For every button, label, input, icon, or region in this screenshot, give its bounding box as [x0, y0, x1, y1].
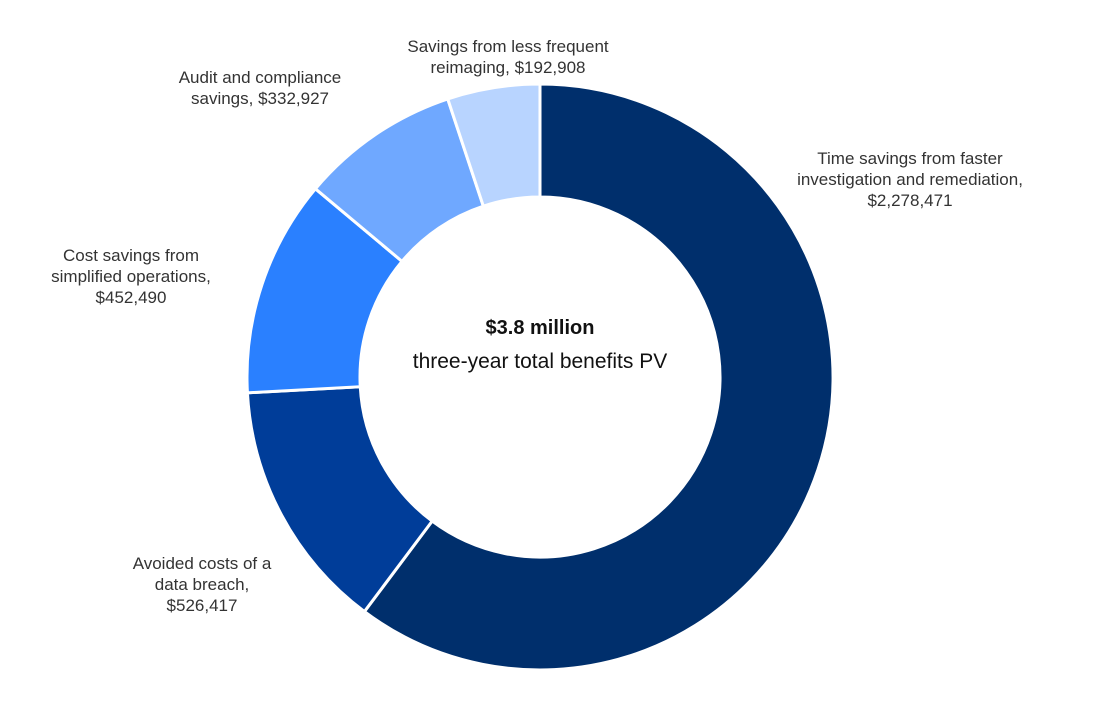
slice-label-data-breach: Avoided costs of a data breach, $526,417	[102, 553, 302, 616]
slice-label-line: Audit and compliance	[178, 68, 342, 87]
donut-slice-time-savings	[362, 82, 835, 672]
center-total-value: $3.8 million	[485, 317, 595, 339]
slice-label-line: investigation and remediation,	[797, 170, 1023, 189]
donut-center-summary: $3.8 million three-year total benefits P…	[390, 314, 690, 378]
slice-label-line: Cost savings from	[62, 246, 200, 265]
slice-label-value: reimaging, $192,908	[430, 58, 586, 77]
slice-label-reimaging: Savings from less frequent reimaging, $1…	[383, 36, 633, 78]
slice-label-line: simplified operations,	[51, 267, 211, 286]
slice-label-time-savings: Time savings from faster investigation a…	[770, 148, 1050, 211]
center-total-caption: three-year total benefits PV	[412, 350, 668, 373]
slice-label-audit-compliance: Audit and compliance savings, $332,927	[150, 67, 370, 109]
slice-label-line: Avoided costs of a	[132, 554, 272, 573]
slice-label-line: Time savings from faster	[817, 149, 1003, 168]
slice-label-simplified-operations: Cost savings from simplified operations,…	[26, 245, 236, 308]
slice-label-value: savings, $332,927	[191, 89, 329, 108]
slice-label-value: $452,490	[95, 288, 167, 307]
slice-label-value: $2,278,471	[867, 191, 953, 210]
slice-label-line: Savings from less frequent	[407, 37, 609, 56]
slice-label-line: data breach,	[154, 575, 250, 594]
slice-label-value: $526,417	[166, 596, 238, 615]
donut-slice-reimaging	[445, 82, 542, 209]
